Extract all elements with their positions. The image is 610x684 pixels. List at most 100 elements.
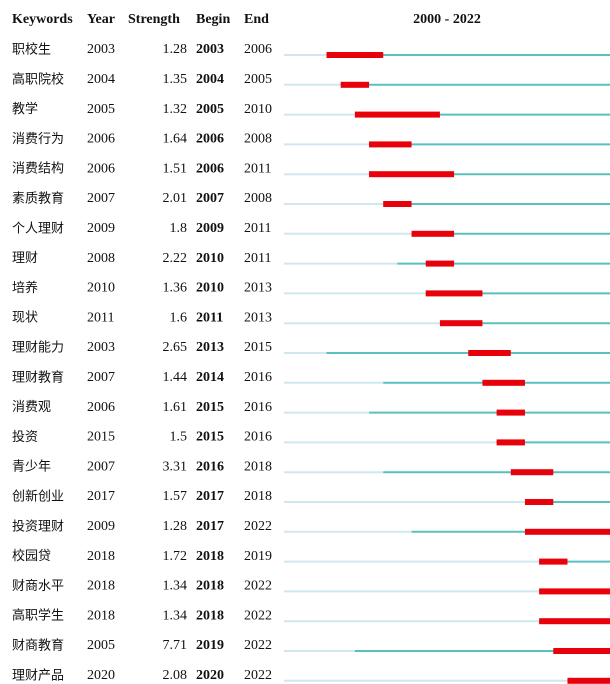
end: 2016 <box>244 370 272 385</box>
strength: 1.8 <box>170 221 188 236</box>
year: 2011 <box>87 310 114 325</box>
strength: 7.71 <box>163 638 188 653</box>
year: 2018 <box>87 549 115 564</box>
keyword: 高职学生 <box>12 608 64 624</box>
burst-bar <box>340 81 370 88</box>
keyword: 消费结构 <box>12 162 64 177</box>
burst-bar <box>539 618 610 625</box>
keyword: 理财 <box>12 251 38 266</box>
begin: 2018 <box>196 549 224 564</box>
begin: 2007 <box>196 191 224 206</box>
keyword: 创新创业 <box>12 489 64 505</box>
keyword: 素质教育 <box>12 191 64 207</box>
begin: 2017 <box>196 519 224 534</box>
burst-bar <box>369 141 412 148</box>
burst-bar <box>411 230 455 237</box>
year: 2018 <box>87 579 115 594</box>
strength: 2.65 <box>163 340 188 355</box>
header-end: End <box>244 12 269 27</box>
begin: 2015 <box>196 430 224 445</box>
year: 2009 <box>87 221 115 236</box>
keyword: 理财能力 <box>12 341 64 356</box>
year: 2007 <box>87 370 115 385</box>
year: 2017 <box>87 489 115 504</box>
end: 2008 <box>244 191 272 206</box>
keyword: 职校生 <box>12 42 51 58</box>
year: 2006 <box>87 400 115 415</box>
end: 2022 <box>244 519 272 534</box>
burst-bar <box>524 499 554 505</box>
year: 2008 <box>87 251 115 266</box>
keyword: 消费行为 <box>12 132 64 147</box>
end: 2010 <box>244 102 272 117</box>
strength: 3.31 <box>163 459 188 474</box>
begin: 2006 <box>196 161 224 176</box>
strength: 1.35 <box>163 72 188 87</box>
begin: 2011 <box>196 310 223 325</box>
keyword: 投资理财 <box>12 518 64 534</box>
begin: 2017 <box>196 489 224 504</box>
year: 2007 <box>87 459 115 474</box>
strength: 1.28 <box>163 519 188 534</box>
burst-bar <box>468 350 511 356</box>
strength: 1.61 <box>163 400 188 415</box>
burst-bar <box>482 379 525 386</box>
year: 2007 <box>87 191 115 206</box>
header-keyword: Keywords <box>12 12 73 27</box>
burst-bar <box>539 558 568 565</box>
begin: 2018 <box>196 608 224 623</box>
end: 2006 <box>244 42 272 57</box>
begin: 2005 <box>196 102 224 117</box>
strength: 1.32 <box>163 102 188 117</box>
keyword: 校园贷 <box>12 548 51 564</box>
begin: 2003 <box>196 42 224 57</box>
burst-bar <box>354 111 440 118</box>
end: 2011 <box>244 161 271 176</box>
keyword: 高职院校 <box>12 71 64 87</box>
strength: 2.22 <box>163 251 188 266</box>
keyword: 培养 <box>12 280 38 296</box>
end: 2022 <box>244 668 272 683</box>
year: 2018 <box>87 608 115 623</box>
year: 2010 <box>87 281 115 296</box>
strength: 1.34 <box>163 608 188 623</box>
end: 2015 <box>244 340 272 355</box>
burst-bar <box>539 588 610 595</box>
strength: 1.64 <box>163 132 188 147</box>
year: 2020 <box>87 668 115 683</box>
end: 2019 <box>244 549 272 564</box>
burst-bar <box>425 260 455 267</box>
begin: 2009 <box>196 221 224 236</box>
header-timeline: 2000 - 2022 <box>413 12 481 27</box>
begin: 2020 <box>196 668 224 683</box>
end: 2005 <box>244 72 272 87</box>
strength: 2.08 <box>163 668 188 683</box>
burst-bar <box>553 648 610 654</box>
end: 2016 <box>244 400 272 415</box>
burst-bar <box>496 409 525 416</box>
keyword: 投资 <box>12 429 38 445</box>
begin: 2019 <box>196 638 224 653</box>
burst-bar <box>567 677 610 684</box>
begin: 2016 <box>196 459 224 474</box>
header-begin: Begin <box>196 12 230 27</box>
burst-bar <box>524 528 610 535</box>
begin: 2006 <box>196 132 224 147</box>
keyword: 教学 <box>12 101 38 117</box>
begin: 2010 <box>196 251 224 266</box>
year: 2009 <box>87 519 115 534</box>
year: 2003 <box>87 340 115 355</box>
strength: 1.72 <box>163 549 188 564</box>
year: 2003 <box>87 42 115 57</box>
strength: 1.28 <box>163 42 188 57</box>
strength: 2.01 <box>163 191 188 206</box>
strength: 1.36 <box>163 281 188 296</box>
keyword: 财商水平 <box>12 579 64 594</box>
end: 2011 <box>244 221 271 236</box>
end: 2022 <box>244 638 272 653</box>
strength: 1.5 <box>170 430 188 445</box>
end: 2013 <box>244 310 272 325</box>
burst-bar <box>439 320 483 327</box>
